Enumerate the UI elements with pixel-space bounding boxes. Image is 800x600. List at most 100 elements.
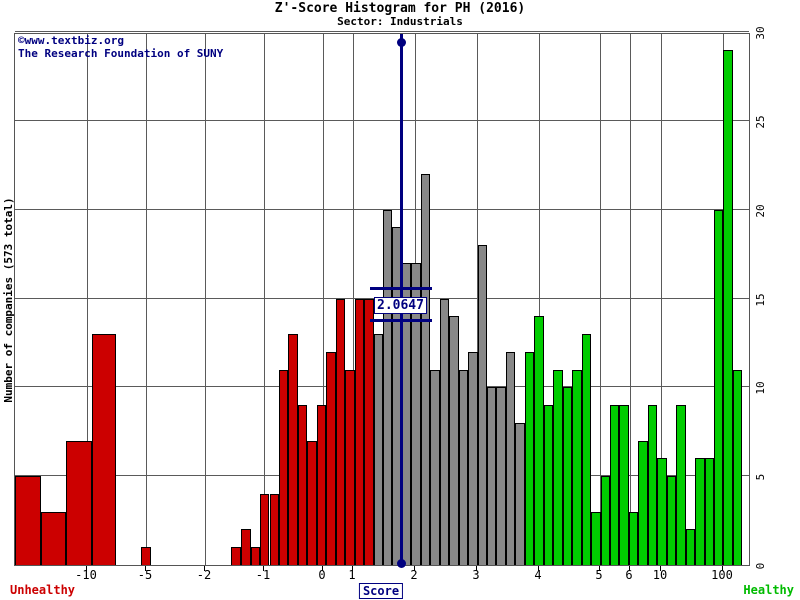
x-axis-tick-label: 0 <box>318 568 326 582</box>
gridline-vertical <box>600 34 601 565</box>
marker-dot-top <box>397 38 406 47</box>
x-axis-tick-label: 10 <box>652 568 668 582</box>
histogram-bar <box>628 511 639 565</box>
histogram-bar <box>591 511 601 565</box>
x-axis-tick-mark <box>204 566 205 571</box>
histogram-bar <box>345 369 355 565</box>
x-axis-tick-label: -1 <box>255 568 271 582</box>
x-axis-tick-mark <box>145 566 146 571</box>
histogram-bar <box>619 405 629 565</box>
y-axis-tick-label: 20 <box>754 204 767 218</box>
histogram-bar <box>40 511 66 565</box>
unhealthy-zone-label: Unhealthy <box>10 583 76 597</box>
histogram-bar <box>364 298 374 565</box>
marker-bracket-upper <box>370 287 432 290</box>
histogram-bar <box>581 334 592 565</box>
histogram-bar <box>543 405 554 565</box>
histogram-bar <box>515 422 525 565</box>
y-axis-label-text: Number of companies (573 total) <box>2 197 15 403</box>
histogram-bar <box>250 547 261 565</box>
gridline-vertical <box>539 34 540 565</box>
x-axis-tick-label: 2 <box>410 568 418 582</box>
histogram-bar <box>704 458 715 565</box>
x-axis-tick-mark <box>86 566 87 571</box>
x-axis-tick-label: 1 <box>348 568 356 582</box>
gridline-horizontal <box>15 31 749 32</box>
gridline-horizontal <box>15 119 749 121</box>
histogram-bar <box>647 405 658 565</box>
y-axis-tick-label: 30 <box>754 26 767 40</box>
bars-layer <box>15 34 749 565</box>
x-axis-tick-label: 4 <box>534 568 542 582</box>
marker-dot-bottom <box>397 559 406 568</box>
y-axis-label: Number of companies (573 total) <box>2 197 15 402</box>
watermark: ©www.textbiz.org The Research Foundation… <box>18 34 223 60</box>
y-axis-tick-label: 15 <box>754 292 767 307</box>
gridline-vertical <box>353 34 354 565</box>
histogram-bar <box>297 405 308 565</box>
histogram-bar <box>534 316 544 565</box>
marker-value-label: 2.0647 <box>374 297 427 314</box>
histogram-bar <box>676 405 686 565</box>
y-axis-tick-label: 0 <box>754 562 767 570</box>
histogram-bar <box>430 369 440 565</box>
x-axis-tick-label: 5 <box>595 568 603 582</box>
histogram-bar <box>572 369 582 565</box>
x-axis-tick-mark <box>414 566 415 571</box>
marker-layer: 2.0647 <box>15 34 749 568</box>
histogram-bar <box>562 387 573 565</box>
histogram-bar <box>420 174 431 565</box>
gridline-vertical <box>323 34 324 565</box>
marker-bracket-lower <box>370 319 432 322</box>
histogram-bar <box>458 369 469 565</box>
histogram-bar <box>288 334 298 565</box>
histogram-bar <box>335 298 346 565</box>
histogram-bar <box>373 334 383 565</box>
histogram-bar <box>260 493 270 565</box>
histogram-bar <box>714 209 724 565</box>
x-axis-tick-label: 6 <box>625 568 633 582</box>
histogram-bar <box>15 476 41 565</box>
y-axis-tick-label: 25 <box>754 115 767 129</box>
histogram-bar <box>638 440 648 565</box>
histogram-bar <box>524 351 535 565</box>
gridline-vertical <box>87 34 88 565</box>
x-axis-tick-label: -2 <box>196 568 212 582</box>
y-axis-tick-label: 10 <box>754 381 767 395</box>
x-axis-tick-label: 3 <box>472 568 480 582</box>
histogram-bar <box>230 547 242 565</box>
histogram-bar <box>269 493 279 565</box>
histogram-bar <box>316 405 327 565</box>
x-axis-tick-mark <box>599 566 600 571</box>
histogram-bar <box>666 476 677 565</box>
histogram-bar <box>307 440 317 565</box>
plot-area: 2.0647 <box>14 31 750 568</box>
histogram-bar <box>354 298 365 565</box>
x-axis-tick-mark <box>629 566 630 571</box>
gridline-horizontal <box>15 208 749 210</box>
x-axis-tick-mark <box>476 566 477 571</box>
histogram-bar <box>505 351 516 565</box>
gridline-vertical <box>264 34 265 565</box>
histogram-bar <box>278 369 289 565</box>
gridline-vertical <box>205 34 206 565</box>
histogram-bar <box>487 387 497 565</box>
x-axis-tick-label: 100 <box>711 568 733 582</box>
histogram-bar <box>468 351 478 565</box>
histogram-bar <box>91 334 116 565</box>
histogram-bar <box>383 209 393 565</box>
gridline-vertical <box>477 34 478 565</box>
gridline-vertical <box>630 34 631 565</box>
histogram-bar <box>600 476 610 565</box>
histogram-bar <box>140 547 151 565</box>
histogram-bar <box>695 458 705 565</box>
x-axis-tick-mark <box>660 566 661 571</box>
x-axis-tick-mark <box>722 566 723 571</box>
histogram-bar <box>496 387 506 565</box>
watermark-line-1: ©www.textbiz.org <box>18 34 124 47</box>
histogram-bar <box>241 529 251 565</box>
x-axis-label: Score <box>358 583 404 599</box>
histogram-bar <box>732 369 743 565</box>
chart-subtitle: Sector: Industrials <box>337 15 463 28</box>
